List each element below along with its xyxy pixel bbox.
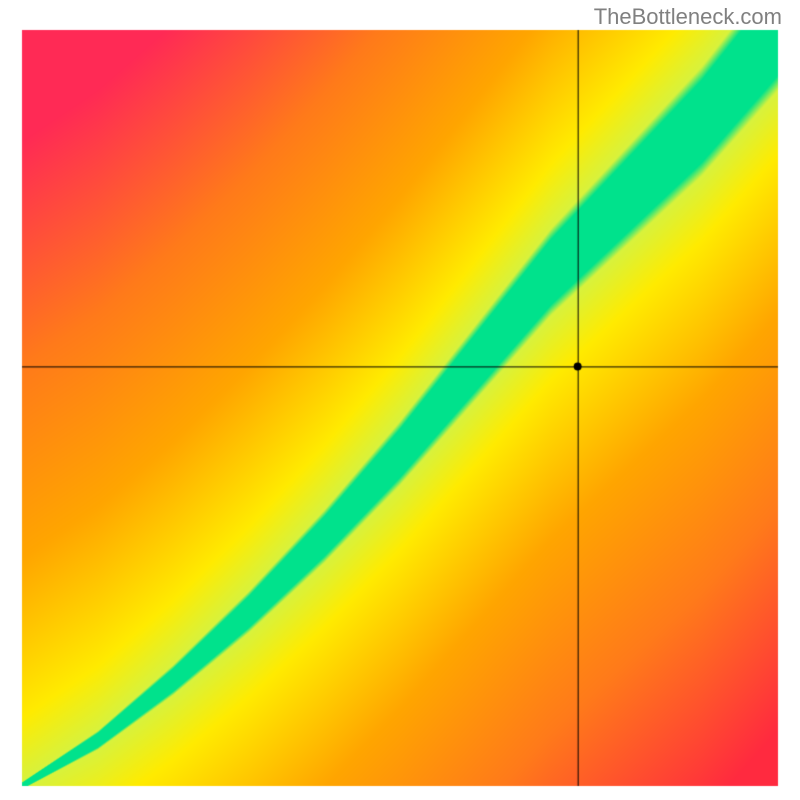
watermark-text: TheBottleneck.com [594,4,782,30]
heatmap-canvas [0,0,800,800]
chart-container: TheBottleneck.com [0,0,800,800]
